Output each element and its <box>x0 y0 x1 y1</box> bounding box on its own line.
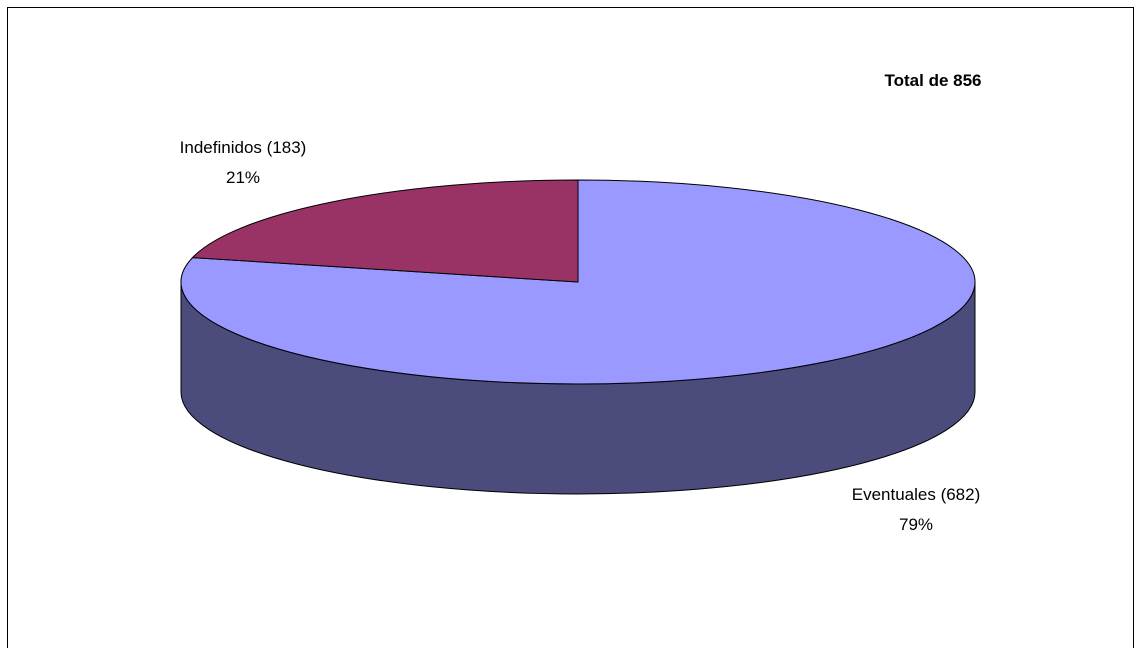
pie-tops <box>180 179 976 385</box>
slice-label-eventuales: Eventuales (682) <box>852 485 981 504</box>
slice-percent-indefinidos: 21% <box>226 168 260 187</box>
pie-slice-indefinidos <box>191 179 579 283</box>
chart-area <box>7 7 1134 648</box>
pie-slice-eventuales <box>180 179 976 385</box>
slice-percent-eventuales: 79% <box>899 515 933 534</box>
slice-label-indefinidos: Indefinidos (183) <box>180 138 307 157</box>
chart-title: Total de 856 <box>885 71 982 90</box>
